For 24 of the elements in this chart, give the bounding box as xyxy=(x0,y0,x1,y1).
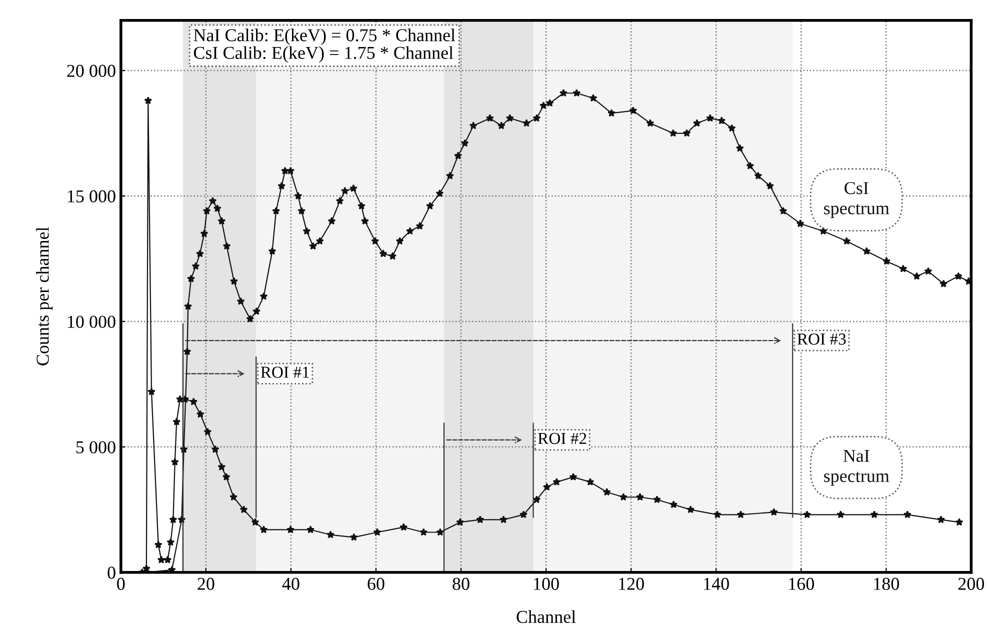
x-tick-label: 40 xyxy=(282,578,300,590)
series-label: CsI spectrum xyxy=(824,182,890,218)
x-tick-label: 20 xyxy=(198,578,214,590)
y-tick-label: 10 000 xyxy=(68,316,116,328)
y-tick-label: 5 000 xyxy=(76,441,116,454)
x-tick-label: 100 xyxy=(534,578,559,590)
x-tick-label: 140 xyxy=(704,578,729,590)
band-label: ROI #2 xyxy=(538,432,586,444)
x-tick-label: 200 xyxy=(958,578,984,590)
x-tick-label: 80 xyxy=(452,578,470,590)
x-axis-title: Channel xyxy=(516,610,576,624)
x-tick-label: 180 xyxy=(874,578,900,590)
x-tick-label: 60 xyxy=(368,578,384,590)
y-axis-title: Counts per channel xyxy=(36,227,52,366)
y-tick-label: 0 xyxy=(108,566,116,579)
x-tick-label: 160 xyxy=(789,578,814,590)
band-label: ROI #3 xyxy=(797,334,846,345)
x-tick-label: 0 xyxy=(117,578,125,590)
y-tick-label: 20 000 xyxy=(67,64,116,77)
y-tick-label: 15 000 xyxy=(68,190,116,202)
x-tick-label: 120 xyxy=(619,578,644,590)
series-label: NaI spectrum xyxy=(824,450,890,486)
band-label: ROI #1 xyxy=(260,366,309,378)
annotation: NaI Calib: E(keV) = 0.75 * Channel CsI Calib: E(keV) = 1.75 * Channel xyxy=(194,28,456,63)
